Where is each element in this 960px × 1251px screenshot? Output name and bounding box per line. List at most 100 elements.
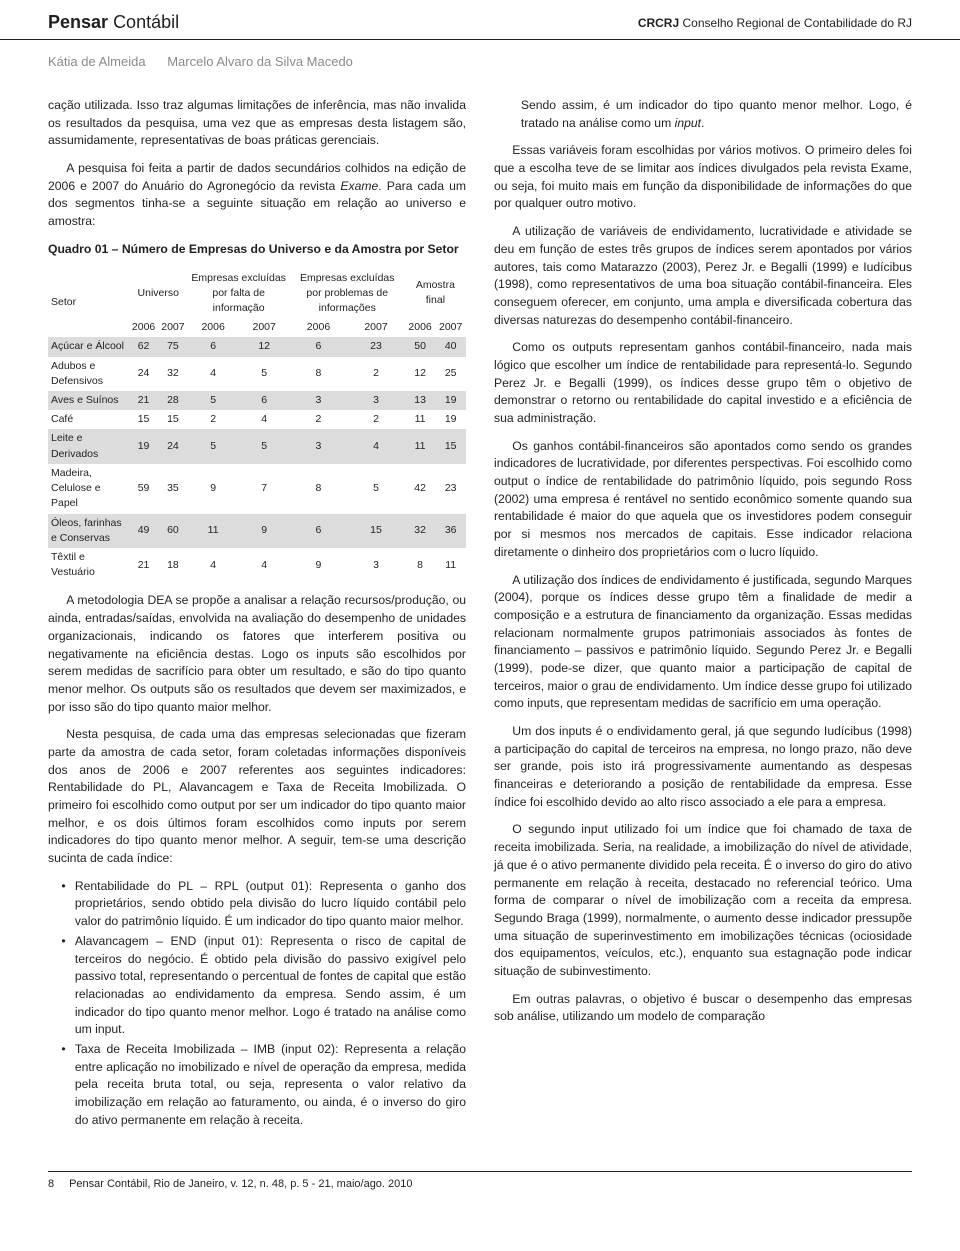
cell-value: 19 [129, 429, 158, 463]
authors-line: Kátia de Almeida Marcelo Alvaro da Silva… [0, 40, 960, 97]
cell-value: 12 [405, 357, 436, 391]
table-row: Leite e Derivados192455341115 [48, 429, 466, 463]
cell-value: 4 [188, 548, 239, 582]
cell-value: 15 [129, 410, 158, 429]
th-year: 2006 [290, 318, 348, 337]
table-row: Adubos e Defensivos243245821225 [48, 357, 466, 391]
cell-value: 11 [188, 514, 239, 548]
cell-value: 2 [347, 357, 405, 391]
right-p3: A utilização de variáveis de endividamen… [494, 223, 912, 329]
cell-value: 42 [405, 464, 436, 514]
journal-title-bold: Pensar [48, 12, 108, 32]
cell-value: 21 [129, 391, 158, 410]
table-row: Aves e Suínos212856331319 [48, 391, 466, 410]
cell-value: 50 [405, 337, 436, 356]
cell-sector: Aves e Suínos [48, 391, 129, 410]
cell-value: 28 [158, 391, 187, 410]
th-amostra: Amostra final [405, 269, 466, 319]
list-item: Rentabilidade do PL – RPL (output 01): R… [75, 878, 466, 931]
cell-value: 59 [129, 464, 158, 514]
footer-citation: Pensar Contábil, Rio de Janeiro, v. 12, … [69, 1178, 412, 1190]
cell-value: 19 [435, 410, 466, 429]
cell-value: 75 [158, 337, 187, 356]
th-year: 2007 [239, 318, 290, 337]
cell-value: 3 [290, 429, 348, 463]
list-item: Alavancagem – END (input 01): Representa… [75, 933, 466, 1039]
cell-value: 35 [158, 464, 187, 514]
cell-value: 40 [435, 337, 466, 356]
cell-value: 23 [347, 337, 405, 356]
cell-value: 11 [435, 548, 466, 582]
cell-value: 8 [290, 464, 348, 514]
cell-value: 23 [435, 464, 466, 514]
journal-title: Pensar Contábil [48, 12, 179, 33]
cell-value: 5 [347, 464, 405, 514]
page-footer: 8 Pensar Contábil, Rio de Janeiro, v. 12… [48, 1171, 912, 1190]
list-item: Taxa de Receita Imobilizada – IMB (input… [75, 1041, 466, 1129]
cell-value: 60 [158, 514, 187, 548]
th-setor: Setor [48, 269, 129, 338]
th-year: 2007 [435, 318, 466, 337]
right-p1: Sendo assim, é um indicador do tipo quan… [494, 97, 912, 132]
cell-value: 19 [435, 391, 466, 410]
table-row: Têxtil e Vestuário21184493811 [48, 548, 466, 582]
cell-value: 25 [435, 357, 466, 391]
th-universo: Universo [129, 269, 188, 319]
cell-value: 8 [290, 357, 348, 391]
left-p2: A pesquisa foi feita a partir de dados s… [48, 160, 466, 231]
cell-value: 9 [188, 464, 239, 514]
body-columns: cação utilizada. Isso traz algumas limit… [0, 97, 960, 1163]
left-p4: Nesta pesquisa, de cada uma das empresas… [48, 726, 466, 868]
cell-value: 12 [239, 337, 290, 356]
journal-title-light: Contábil [113, 12, 179, 32]
cell-value: 32 [158, 357, 187, 391]
cell-value: 9 [239, 514, 290, 548]
right-p2: Essas variáveis foram escolhidas por vár… [494, 142, 912, 213]
left-p2-italic: Exame [340, 179, 378, 193]
cell-sector: Adubos e Defensivos [48, 357, 129, 391]
cell-value: 24 [129, 357, 158, 391]
cell-value: 36 [435, 514, 466, 548]
th-year: 2007 [347, 318, 405, 337]
th-excl-falta: Empresas excluídas por falta de informaç… [188, 269, 290, 319]
cell-value: 3 [347, 391, 405, 410]
cell-value: 5 [239, 357, 290, 391]
cell-sector: Leite e Derivados [48, 429, 129, 463]
cell-value: 11 [405, 429, 436, 463]
author-2: Marcelo Alvaro da Silva Macedo [167, 54, 353, 69]
cell-value: 4 [188, 357, 239, 391]
cell-sector: Café [48, 410, 129, 429]
cell-value: 2 [347, 410, 405, 429]
cell-value: 2 [188, 410, 239, 429]
cell-sector: Têxtil e Vestuário [48, 548, 129, 582]
quadro-title-rest: – Número de Empresas do Universo e da Am… [108, 242, 458, 256]
quadro-label: Quadro 01 [48, 242, 108, 256]
header-org: CRCRJ Conselho Regional de Contabilidade… [638, 16, 912, 30]
cell-value: 24 [158, 429, 187, 463]
cell-value: 15 [435, 429, 466, 463]
indices-list: Rentabilidade do PL – RPL (output 01): R… [48, 878, 466, 1130]
right-column: Sendo assim, é um indicador do tipo quan… [494, 97, 912, 1139]
right-p7: Um dos inputs é o endividamento geral, j… [494, 723, 912, 811]
cell-value: 15 [347, 514, 405, 548]
cell-value: 6 [239, 391, 290, 410]
cell-sector: Açúcar e Álcool [48, 337, 129, 356]
cell-value: 8 [405, 548, 436, 582]
cell-value: 62 [129, 337, 158, 356]
cell-value: 11 [405, 410, 436, 429]
cell-value: 3 [347, 548, 405, 582]
th-year: 2007 [158, 318, 187, 337]
table-row: Café151524221119 [48, 410, 466, 429]
cell-value: 13 [405, 391, 436, 410]
right-p4: Como os outputs representam ganhos contá… [494, 339, 912, 427]
cell-value: 15 [158, 410, 187, 429]
right-p8: O segundo input utilizado foi um índice … [494, 821, 912, 980]
cell-value: 6 [188, 337, 239, 356]
cell-value: 5 [188, 391, 239, 410]
right-p1-italic: input [675, 116, 701, 130]
cell-value: 6 [290, 514, 348, 548]
left-p1: cação utilizada. Isso traz algumas limit… [48, 97, 466, 150]
cell-value: 6 [290, 337, 348, 356]
cell-value: 4 [347, 429, 405, 463]
cell-value: 9 [290, 548, 348, 582]
